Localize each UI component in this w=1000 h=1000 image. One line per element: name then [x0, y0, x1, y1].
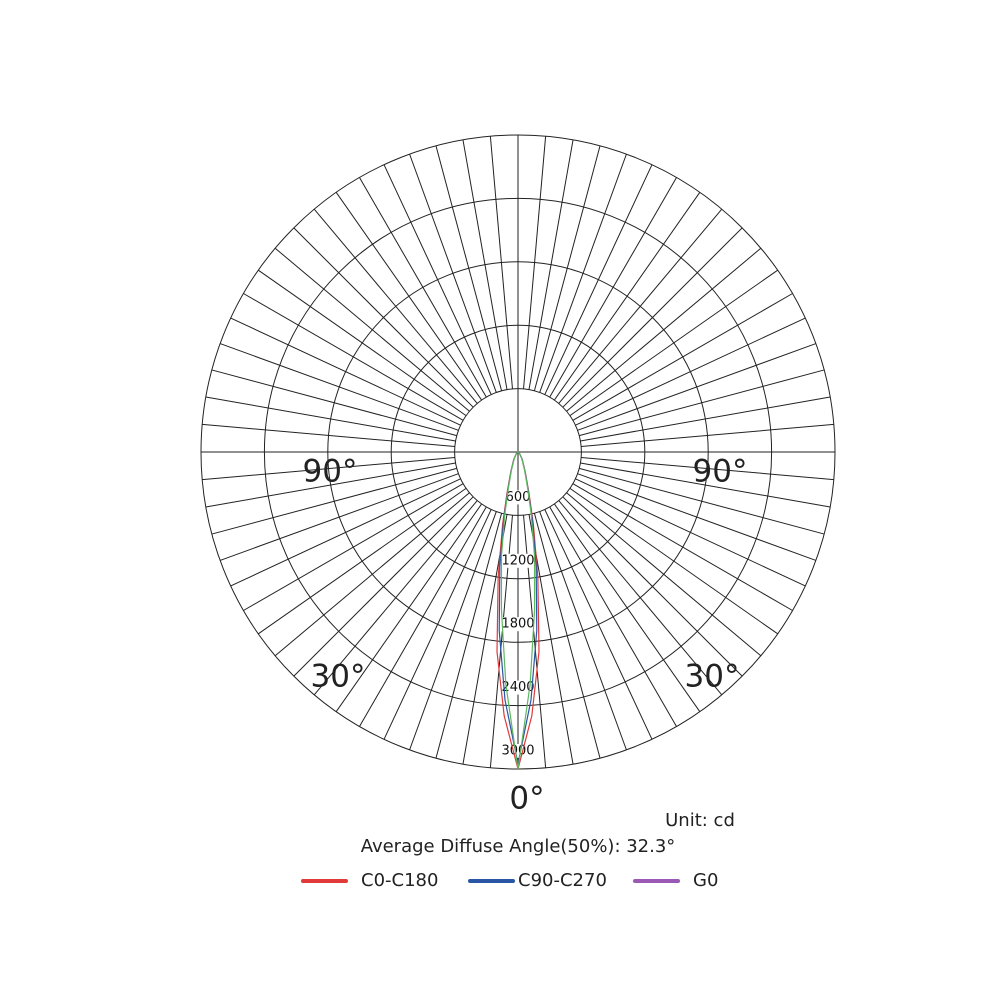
ring [327, 261, 709, 643]
ring [390, 324, 646, 580]
unit-label: Unit: cd [665, 810, 735, 831]
angle-label: 30° [311, 659, 366, 695]
tick-bg [500, 617, 536, 632]
angle-label: 90° [303, 454, 358, 490]
ring [263, 197, 773, 707]
r-tick-label: 2400 [501, 680, 534, 695]
angle-label: 0° [509, 781, 544, 817]
polar-grid: 600 1200 1800 2400 3000 [200, 134, 836, 770]
r-tick-label: 3000 [501, 744, 534, 759]
ring [454, 388, 582, 516]
r-tick-label: 1200 [501, 553, 534, 568]
tick-bg [500, 744, 536, 758]
legend-label: G0 [693, 870, 718, 891]
legend-label: C90-C270 [518, 870, 607, 891]
curves [496, 451, 540, 770]
tick-bg [500, 490, 536, 505]
tick-bg [500, 680, 536, 695]
r-tick-label: 600 [506, 490, 531, 505]
tick-bg [500, 553, 536, 568]
intensity-curve [500, 451, 519, 770]
note: Average Diffuse Angle(50%): 32.3° [361, 836, 676, 857]
angle-label: 30° [685, 659, 740, 695]
legend: C0-C180 C90-C270 G0 [301, 870, 718, 891]
intensity-curve [517, 451, 536, 770]
angle-label: 90° [693, 454, 748, 490]
legend-label: C0-C180 [361, 870, 438, 891]
r-tick-label: 1800 [501, 617, 534, 632]
